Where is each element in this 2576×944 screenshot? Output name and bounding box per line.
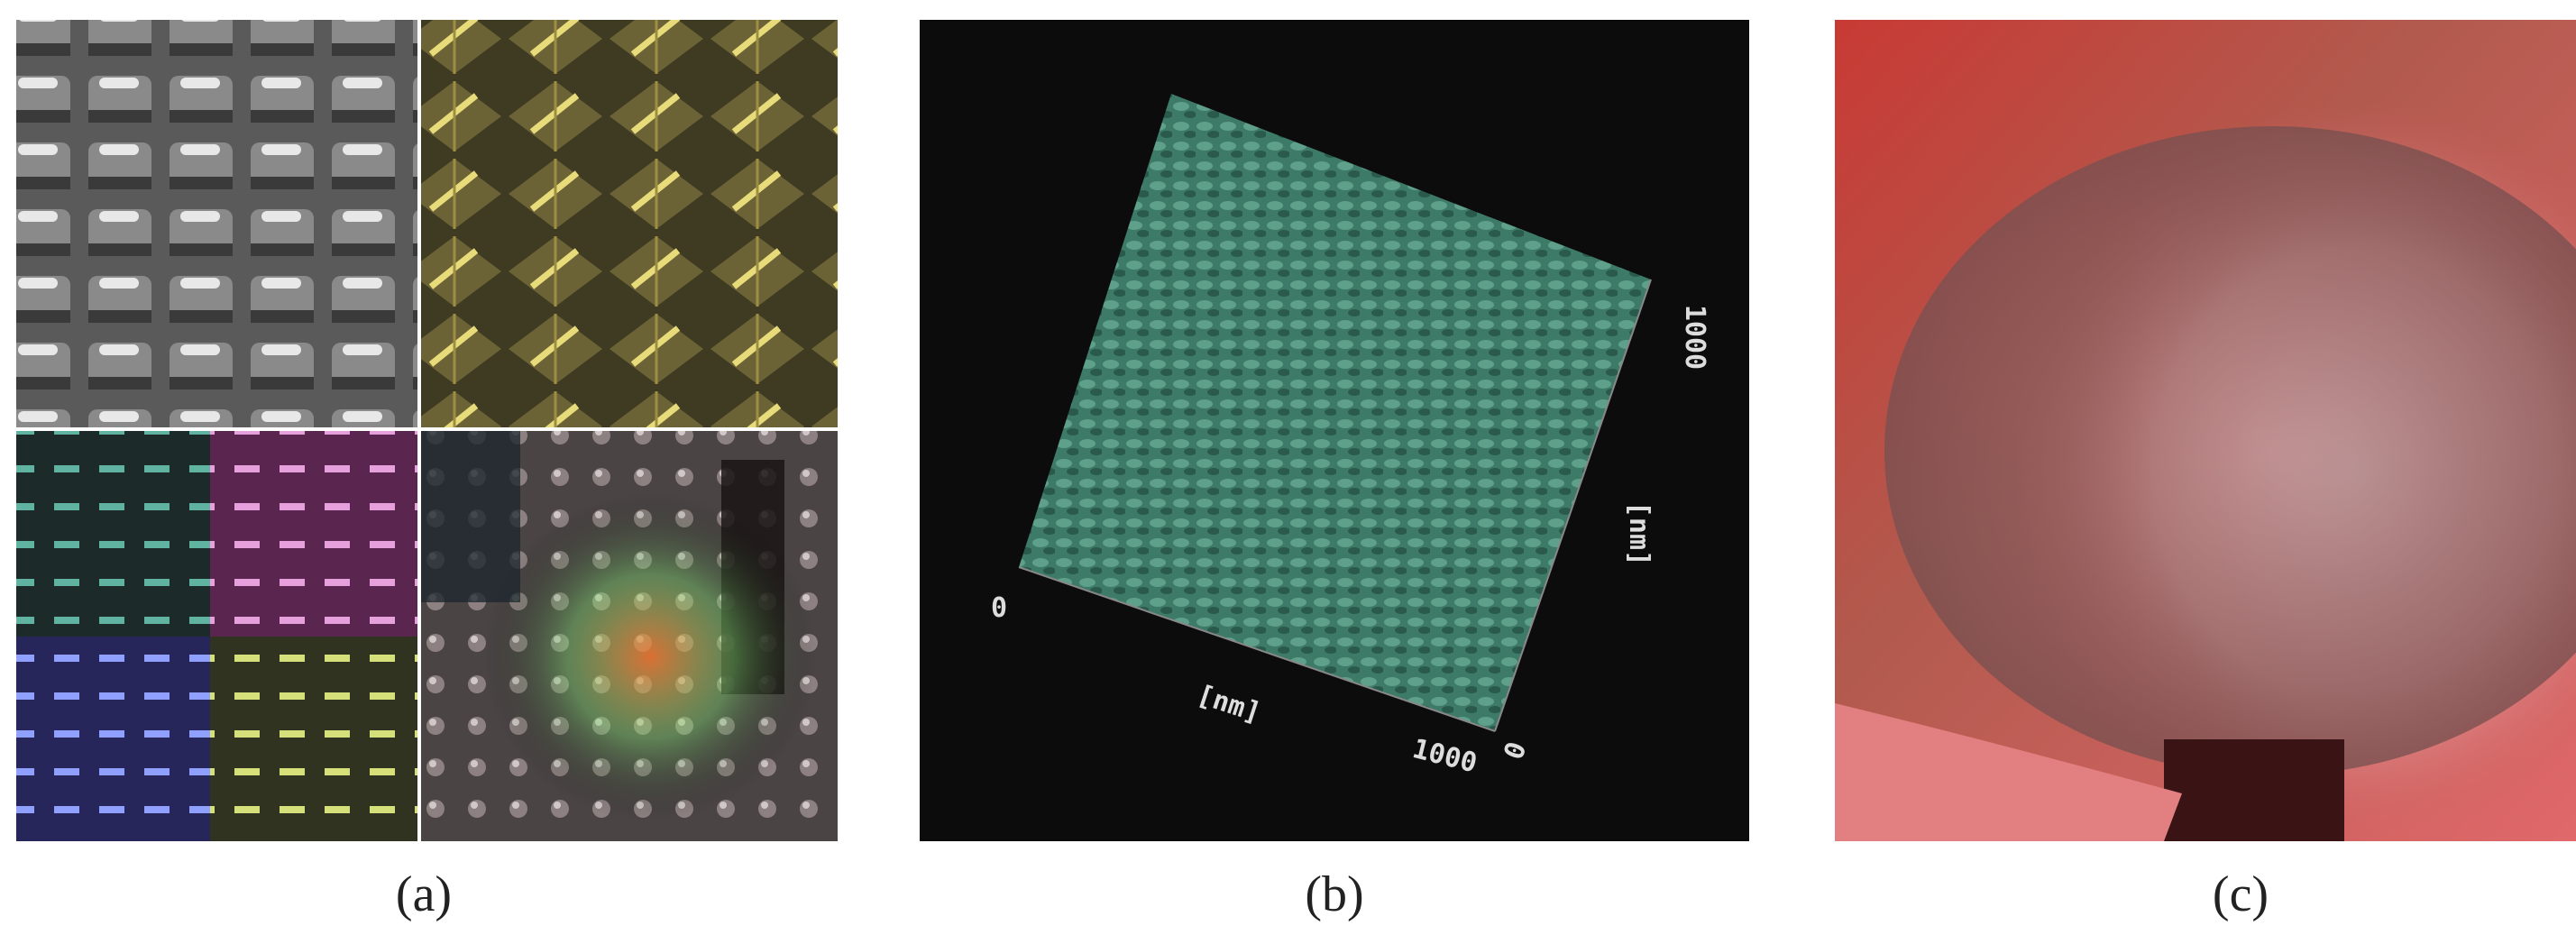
panel-b-image: 0 [nm] 1000 0 1000 [nm] xyxy=(920,20,1749,841)
panel-a-image xyxy=(16,20,838,841)
panel-caption: (c) xyxy=(2213,866,2269,922)
axis-annotation: 0 xyxy=(991,592,1007,624)
axis-annotation: [nm] xyxy=(1623,501,1655,566)
panel-caption: (b) xyxy=(1305,866,1363,922)
axis-annotation: 1000 xyxy=(1679,305,1710,370)
figure: 0 [nm] 1000 0 1000 [nm] (a) (b) (c) xyxy=(0,0,2576,944)
panel-c-image xyxy=(1835,20,2576,841)
panel-caption: (a) xyxy=(396,866,452,922)
